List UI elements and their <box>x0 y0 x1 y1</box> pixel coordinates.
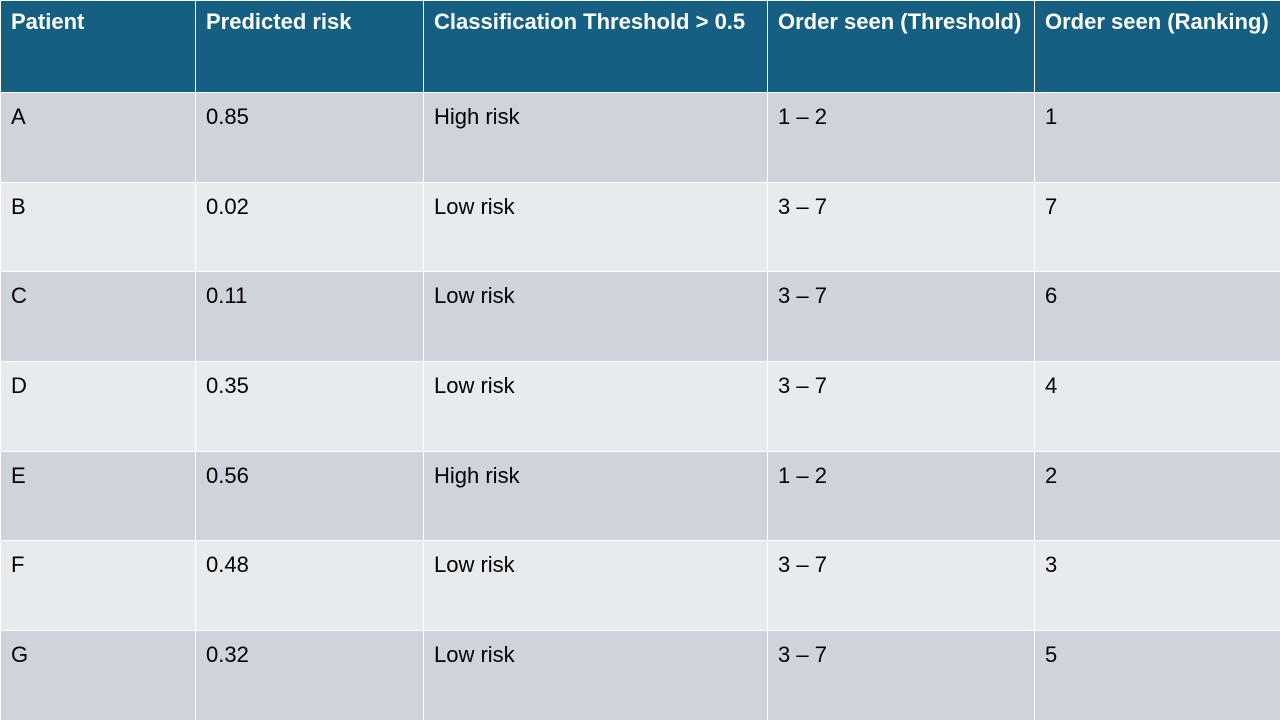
cell-order-threshold: 1 – 2 <box>767 450 1035 542</box>
cell-order-ranking: 5 <box>1034 630 1280 720</box>
cell-predicted-risk: 0.32 <box>195 630 424 720</box>
table-row: F 0.48 Low risk 3 – 7 3 <box>0 540 1280 632</box>
header-patient: Patient <box>0 0 196 93</box>
cell-predicted-risk: 0.11 <box>195 271 424 363</box>
table-row: A 0.85 High risk 1 – 2 1 <box>0 92 1280 183</box>
table-row: C 0.11 Low risk 3 – 7 6 <box>0 271 1280 363</box>
cell-order-threshold: 3 – 7 <box>767 630 1035 720</box>
cell-order-ranking: 7 <box>1034 181 1280 273</box>
cell-order-ranking: 6 <box>1034 271 1280 363</box>
cell-patient: D <box>0 361 196 452</box>
cell-patient: E <box>0 450 196 542</box>
cell-predicted-risk: 0.85 <box>195 92 424 183</box>
table-row: D 0.35 Low risk 3 – 7 4 <box>0 361 1280 452</box>
cell-predicted-risk: 0.56 <box>195 450 424 542</box>
table-row: G 0.32 Low risk 3 – 7 5 <box>0 630 1280 720</box>
table-header: Patient Predicted risk Classification Th… <box>0 0 1280 93</box>
header-classification-threshold: Classification Threshold > 0.5 <box>423 0 768 93</box>
cell-patient: F <box>0 540 196 632</box>
cell-predicted-risk: 0.02 <box>195 181 424 273</box>
cell-order-ranking: 4 <box>1034 361 1280 452</box>
cell-order-ranking: 3 <box>1034 540 1280 632</box>
cell-classification: Low risk <box>423 630 768 720</box>
table-body: A 0.85 High risk 1 – 2 1 B 0.02 Low risk… <box>0 92 1280 720</box>
cell-order-threshold: 3 – 7 <box>767 540 1035 632</box>
cell-classification: High risk <box>423 450 768 542</box>
header-row: Patient Predicted risk Classification Th… <box>0 0 1280 93</box>
cell-order-threshold: 3 – 7 <box>767 271 1035 363</box>
cell-order-threshold: 3 – 7 <box>767 181 1035 273</box>
cell-order-ranking: 2 <box>1034 450 1280 542</box>
header-order-seen-threshold: Order seen (Threshold) <box>767 0 1035 93</box>
table-row: B 0.02 Low risk 3 – 7 7 <box>0 181 1280 273</box>
cell-patient: B <box>0 181 196 273</box>
cell-order-ranking: 1 <box>1034 92 1280 183</box>
cell-order-threshold: 1 – 2 <box>767 92 1035 183</box>
cell-patient: G <box>0 630 196 720</box>
cell-patient: C <box>0 271 196 363</box>
header-predicted-risk: Predicted risk <box>195 0 424 93</box>
cell-classification: Low risk <box>423 540 768 632</box>
cell-order-threshold: 3 – 7 <box>767 361 1035 452</box>
cell-classification: High risk <box>423 92 768 183</box>
cell-classification: Low risk <box>423 361 768 452</box>
cell-predicted-risk: 0.35 <box>195 361 424 452</box>
cell-predicted-risk: 0.48 <box>195 540 424 632</box>
cell-patient: A <box>0 92 196 183</box>
cell-classification: Low risk <box>423 271 768 363</box>
cell-classification: Low risk <box>423 181 768 273</box>
table-row: E 0.56 High risk 1 – 2 2 <box>0 450 1280 542</box>
header-order-seen-ranking: Order seen (Ranking) <box>1034 0 1280 93</box>
